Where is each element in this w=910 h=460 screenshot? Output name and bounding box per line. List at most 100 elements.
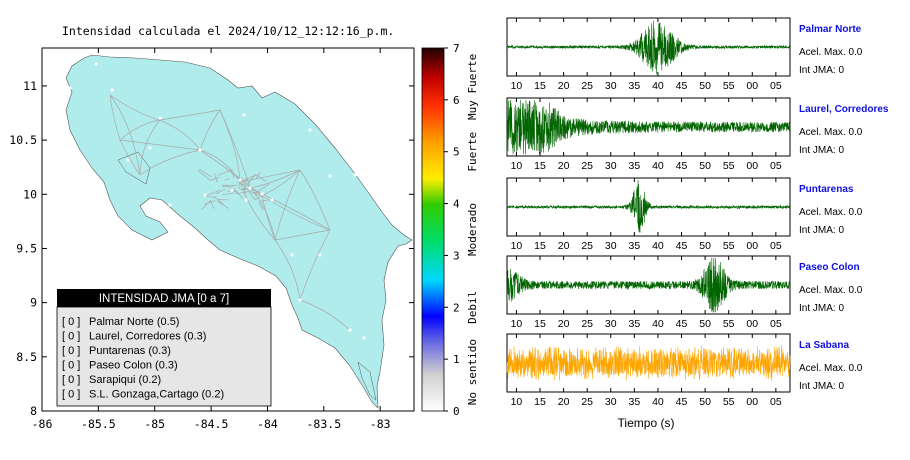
seismogram-tick-label: 45	[676, 396, 688, 408]
map-x-tick-label: -84.5	[194, 417, 229, 431]
seismogram-panel: 10 15 20 25 30 35 40 45 50 55 00 05 Paseo Colon Acel.…	[506, 255, 863, 330]
road	[237, 181, 247, 187]
burica-peninsula	[357, 361, 377, 401]
seismogram-tick-label: 15	[534, 80, 546, 92]
road	[199, 109, 221, 151]
road	[299, 229, 331, 301]
road	[247, 190, 256, 200]
colorbar-tick-label: 1	[453, 353, 460, 366]
road	[197, 170, 211, 181]
road	[213, 173, 218, 183]
legend-body	[56, 306, 272, 407]
road	[216, 200, 229, 209]
town-marker	[170, 218, 174, 222]
colorbar-tick-label: 2	[453, 301, 460, 314]
colorbar-tick-label: 3	[453, 249, 460, 262]
road	[119, 139, 141, 176]
seismogram-trace	[506, 345, 791, 381]
seismogram-tick-label: 50	[699, 160, 711, 172]
seismogram-panels: 10 15 20 25 30 35 40 45 50 55 00 05 Palmar Norte Acel…	[506, 17, 889, 408]
seismogram-tick-label: 40	[652, 80, 664, 92]
map-plot-frame	[41, 47, 415, 412]
road	[139, 119, 161, 176]
town-markers	[68, 62, 366, 340]
town-marker	[318, 253, 322, 257]
seismogram-tick-label: 35	[629, 80, 641, 92]
station-int-jma: Int JMA: 0	[799, 65, 844, 76]
station-int-jma: Int JMA: 0	[799, 303, 844, 314]
station-name: Paseo Colon	[799, 262, 860, 273]
road	[109, 94, 141, 176]
seismogram-tick-label: 45	[676, 80, 688, 92]
seismogram-tick-label: 05	[770, 160, 782, 172]
station-accel: Acel. Max. 0.0	[799, 127, 863, 138]
road	[213, 195, 224, 205]
colorbar-tick-label: 5	[453, 146, 460, 159]
map-y-tick-label: 10	[23, 187, 37, 201]
colorbar-tick-label: 4	[453, 198, 460, 211]
seismogram-tick-label: 05	[770, 80, 782, 92]
seismogram-panel: 10 15 20 25 30 35 40 45 50 55 00 05 Palmar Norte Acel…	[506, 17, 863, 92]
station-name: Puntarenas	[799, 184, 854, 195]
legend-item-level: [ 0 ]	[62, 360, 80, 372]
road	[238, 181, 251, 191]
colorbar: 0 1 2 3 4 5 6 7 No sentido Debil Moderado Fuerte Mu…	[421, 42, 479, 418]
station-accel: Acel. Max. 0.0	[799, 207, 863, 218]
town-marker	[353, 173, 357, 177]
town-marker	[148, 146, 152, 150]
seismogram-tick-label: 40	[652, 240, 664, 252]
seismogram-tick-label: 55	[723, 318, 735, 330]
intensity-legend: INTENSIDAD JMA [0 a 7] [ 0 ] Palmar Norte…	[56, 289, 272, 407]
seismogram-tick-label: 10	[511, 318, 523, 330]
map-y-tick-label: 8	[30, 404, 37, 418]
town-marker	[244, 198, 248, 202]
town-marker	[298, 298, 302, 302]
seismogram-tick-label: 15	[534, 160, 546, 172]
road	[274, 229, 331, 241]
seismogram-tick-label: 20	[558, 160, 570, 172]
colorbar-category-label: Muy Fuerte	[466, 54, 479, 120]
station-int-jma: Int JMA: 0	[799, 381, 844, 392]
colorbar-category-label: Moderado	[466, 203, 479, 256]
road	[235, 191, 249, 195]
seismogram-tick-label: 50	[699, 318, 711, 330]
town-marker	[242, 113, 246, 117]
road	[232, 171, 235, 179]
road	[247, 174, 256, 185]
waveform-x-label: Tiempo (s)	[618, 416, 675, 430]
colorbar-category-label: No sentido	[466, 339, 479, 405]
legend-item-level: [ 0 ]	[62, 331, 80, 343]
seismogram-tick-label: 20	[558, 318, 570, 330]
legend-item-label: Laurel, Corredores (0.3)	[89, 331, 206, 343]
road	[199, 149, 241, 183]
seismogram-tick-label: 00	[746, 160, 758, 172]
seismogram-tick-label: 40	[652, 318, 664, 330]
legend-item-label: Palmar Norte (0.5)	[89, 316, 179, 328]
seismogram-tick-label: 00	[746, 396, 758, 408]
map-x-tick-label: -83.5	[307, 417, 342, 431]
seismogram-panel: 10 15 20 25 30 35 40 45 50 55 00 05 Laurel, Corredor…	[506, 97, 889, 172]
seismogram-tick-label: 55	[723, 396, 735, 408]
seismogram-tick-label: 40	[652, 160, 664, 172]
seismogram-tick-label: 20	[558, 80, 570, 92]
road	[210, 176, 220, 181]
seismogram-tick-label: 30	[605, 318, 617, 330]
seismogram-tick-label: 05	[770, 240, 782, 252]
road	[299, 169, 331, 231]
road	[159, 109, 221, 121]
legend-item-level: [ 0 ]	[62, 374, 80, 386]
seismogram-tick-label: 25	[581, 318, 593, 330]
seismogram-tick-label: 30	[605, 160, 617, 172]
seismogram-trace	[506, 20, 791, 75]
map-y-tick-label: 8.5	[16, 350, 37, 364]
station-accel: Acel. Max. 0.0	[799, 363, 863, 374]
nicoya-detail	[117, 151, 151, 185]
town-marker	[238, 178, 242, 182]
legend-item-label: Sarapiqui (0.2)	[89, 374, 161, 386]
seismogram-tick-label: 45	[676, 160, 688, 172]
map-y-tick-label: 9.5	[16, 241, 37, 255]
seismogram-tick-label: 35	[629, 318, 641, 330]
seismogram-tick-label: 25	[581, 240, 593, 252]
road	[159, 119, 201, 151]
station-accel: Acel. Max. 0.0	[799, 285, 863, 296]
